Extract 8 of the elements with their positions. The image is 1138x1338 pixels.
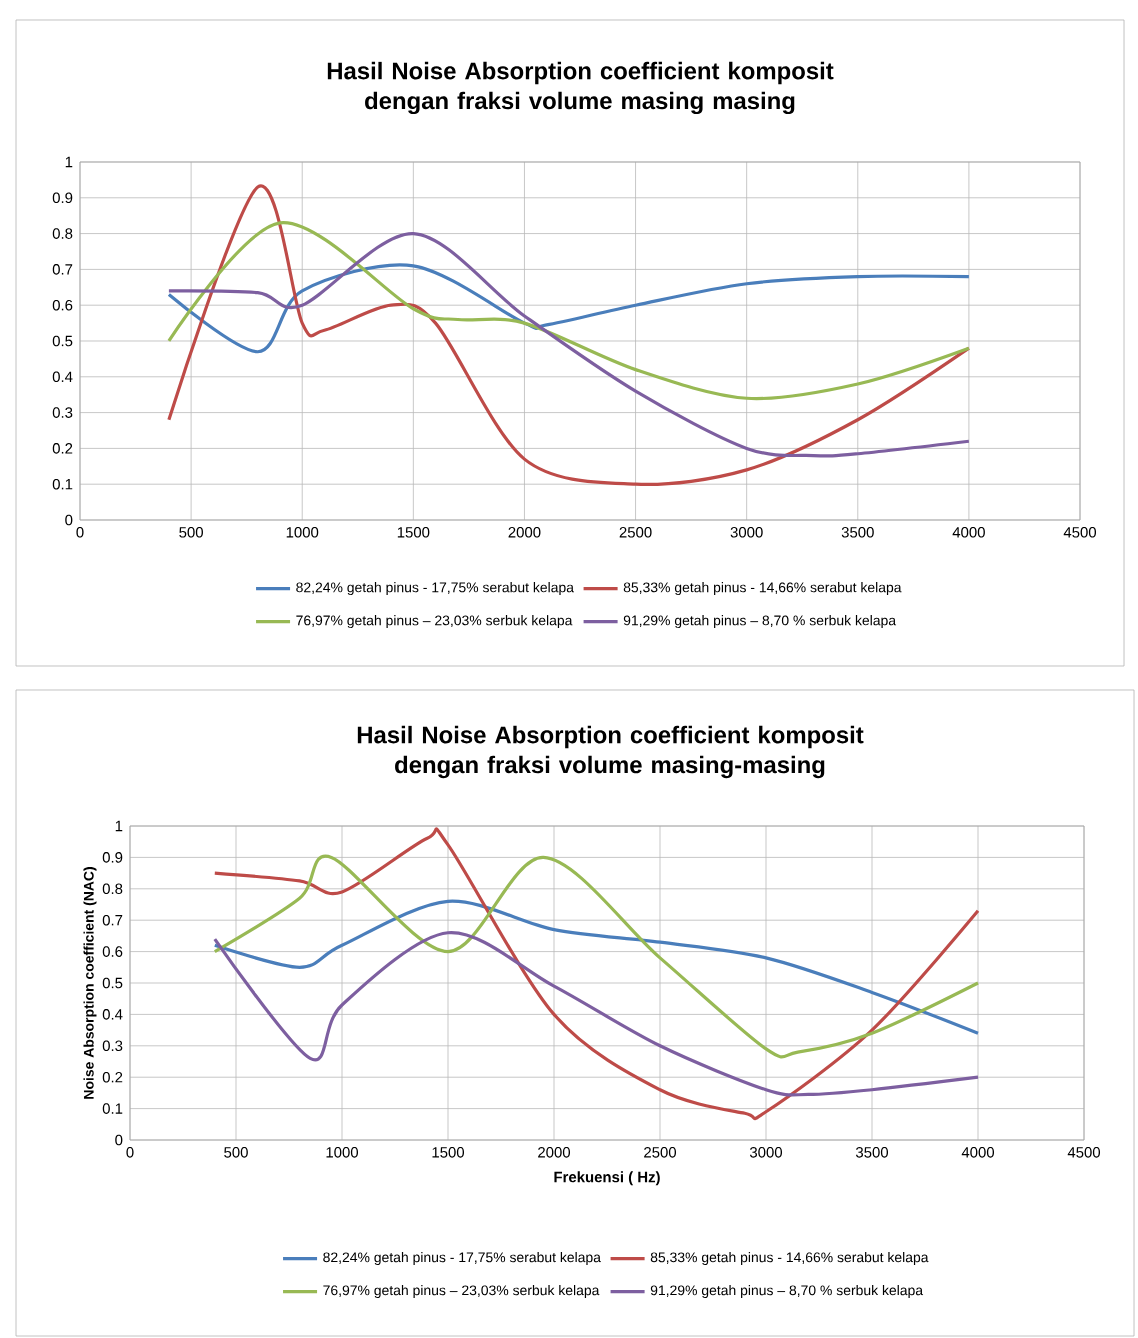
- line-series: [167, 231, 971, 458]
- chart-title: Hasil Noise Absorption coefficient komposit dengan fraksi volume masing masing: [327, 61, 834, 115]
- line-series: [213, 899, 980, 1035]
- line-series: [167, 185, 971, 487]
- chart-title: Hasil Noise Absorption coefficient komposit dengan fraksi volume masing-masing: [357, 725, 864, 779]
- line-series: [213, 931, 980, 1097]
- line-series: [167, 221, 971, 401]
- line-series: [167, 263, 971, 354]
